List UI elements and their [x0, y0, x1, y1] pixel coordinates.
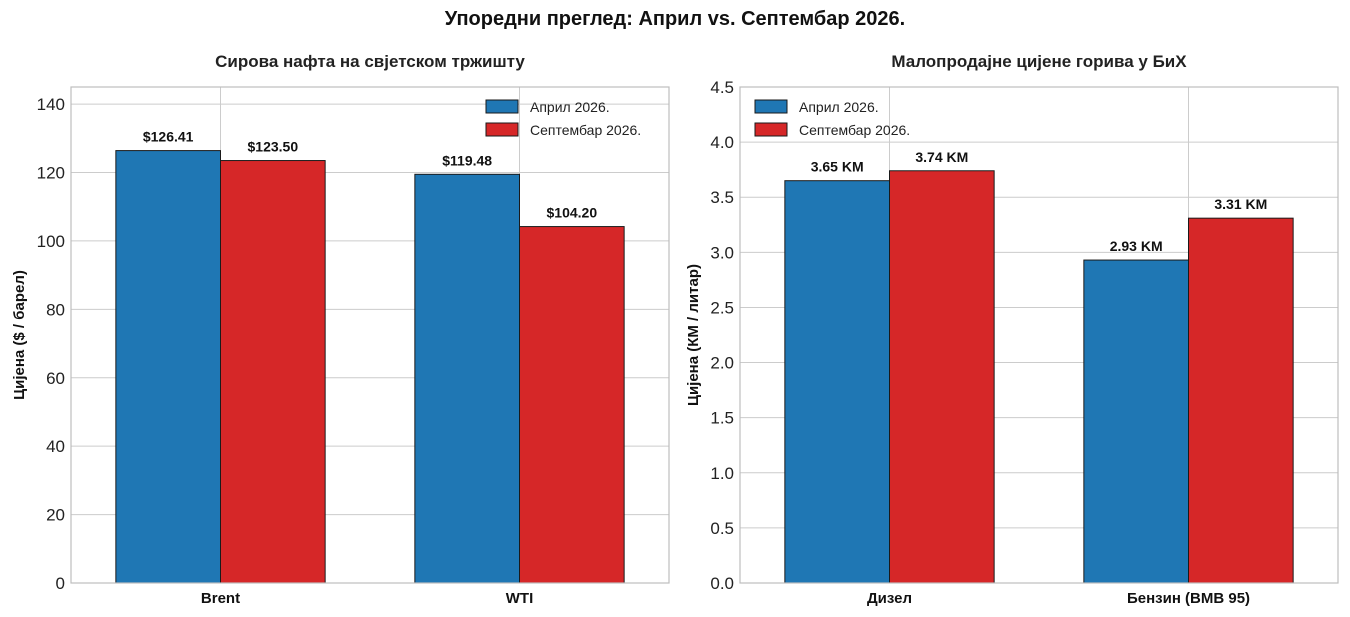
legend-label: Април 2026. — [530, 99, 610, 115]
data-label: $123.50 — [248, 139, 299, 155]
chart-panel-2: Малопродајне цијене горива у БиХ 0.0 0.5 1.… — [685, 52, 1339, 607]
y-tick-label: 2.0 — [710, 354, 734, 373]
plot-frame — [739, 86, 1339, 584]
y-tick-label: 100 — [37, 232, 65, 251]
y-tick-label: 20 — [46, 506, 65, 525]
y-tick-label: 1.0 — [710, 464, 734, 483]
data-label: 3.31 KM — [1214, 196, 1267, 212]
bar-september-2 — [519, 226, 625, 584]
y-tick-label: 1.5 — [710, 409, 734, 428]
y-tick-label: 40 — [46, 437, 65, 456]
bar-april-1 — [784, 180, 890, 584]
legend-label: Април 2026. — [799, 99, 879, 115]
data-label: 3.65 KM — [811, 159, 864, 175]
y-axis-label: Цијена (КМ / литар) — [685, 264, 702, 406]
y-tick-label: 3.5 — [710, 188, 734, 207]
y-tick-label: 0.0 — [710, 574, 734, 593]
plot-frame — [70, 86, 670, 584]
legend: Април 2026. Септембар 2026. — [754, 99, 910, 138]
bar-september-1 — [220, 160, 326, 584]
x-tick-label: WTI — [506, 590, 534, 607]
bar-september-2 — [1188, 217, 1294, 584]
y-tick-label: 60 — [46, 369, 65, 388]
figure-title: Упоредни преглед: Април vs. Септембар 20… — [444, 8, 906, 30]
legend: Април 2026. Септембар 2026. — [485, 99, 641, 138]
data-label: $119.48 — [442, 152, 492, 168]
y-tick-label: 140 — [37, 95, 65, 114]
y-tick-label: 4.0 — [710, 133, 734, 152]
bar-april-1 — [115, 150, 221, 584]
data-label: 2.93 KM — [1110, 238, 1163, 254]
data-label: $104.20 — [547, 205, 598, 221]
legend-swatch — [754, 122, 788, 137]
legend-swatch — [485, 99, 519, 114]
legend-label: Септембар 2026. — [530, 122, 641, 138]
chart-title: Малопродајне цијене горива у БиХ — [891, 52, 1187, 71]
bar-september-1 — [889, 170, 995, 584]
legend-swatch — [485, 122, 519, 137]
y-tick-label: 2.5 — [710, 298, 734, 317]
data-label: 3.74 KM — [915, 149, 968, 165]
bar-april-2 — [1083, 259, 1189, 584]
chart-panel-1: Сирова нафта на свјетском тржишту 0 20 40 60… — [11, 52, 670, 607]
y-tick-label: 0.5 — [710, 519, 734, 538]
data-label: $126.41 — [143, 129, 194, 145]
y-tick-label: 0 — [56, 574, 65, 593]
y-axis-label: Цијена ($ / барел) — [11, 270, 28, 400]
bar-april-2 — [414, 173, 521, 584]
y-tick-label: 80 — [46, 300, 65, 319]
chart-title: Сирова нафта на свјетском тржишту — [215, 52, 525, 71]
y-tick-label: 120 — [37, 164, 65, 183]
x-tick-label: Дизел — [867, 590, 912, 607]
y-tick-label: 3.0 — [710, 243, 734, 262]
y-tick-label: 4.5 — [710, 78, 734, 97]
x-tick-label: Brent — [201, 590, 240, 607]
legend-label: Септембар 2026. — [799, 122, 910, 138]
x-tick-label: Бензин (BMB 95) — [1127, 590, 1250, 607]
legend-swatch — [754, 99, 788, 114]
